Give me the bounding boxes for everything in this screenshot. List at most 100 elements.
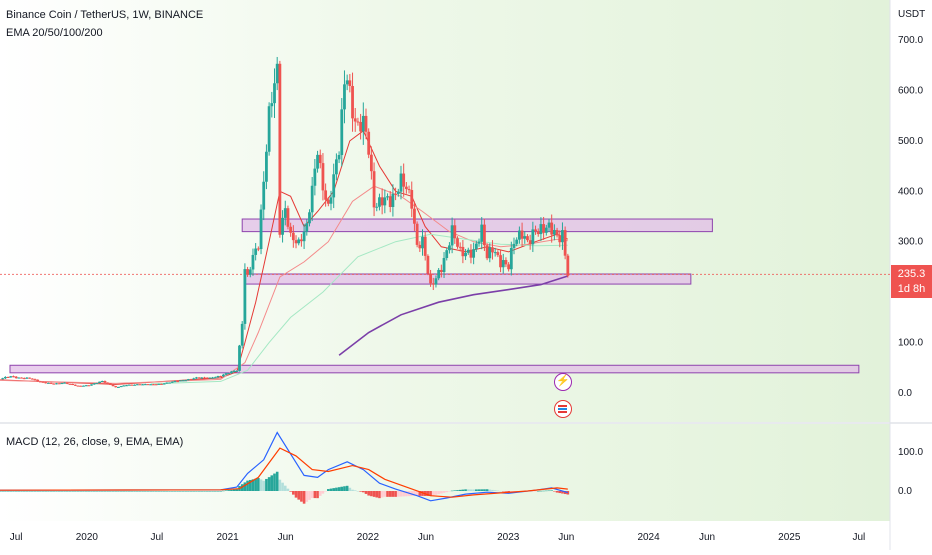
macd-histogram-bar [149, 491, 153, 492]
candle-body [103, 381, 107, 383]
macd-histogram-bar [230, 489, 233, 491]
macd-histogram-bar [359, 491, 362, 492]
candle-body [117, 386, 120, 388]
candle-body [133, 384, 136, 386]
macd-histogram-bar [310, 491, 314, 499]
candle-body [474, 243, 478, 250]
macd-histogram-bar [154, 491, 158, 492]
candle-body [30, 378, 34, 380]
macd-histogram-bar [52, 491, 56, 492]
candle-body [326, 199, 330, 204]
candle-body [181, 380, 185, 382]
macd-histogram-bar [200, 491, 204, 492]
candle-body [254, 248, 258, 255]
macd-histogram-bar [542, 490, 545, 492]
macd-histogram-bar [79, 491, 83, 492]
candle-body [523, 236, 527, 239]
candle-body [68, 383, 72, 385]
macd-histogram-bar [456, 490, 459, 491]
candle-body [544, 227, 548, 233]
axes[interactable]: 0.0 100.0 300.0 400.0 500.0 600.0 700.0 0.0 100.… [10, 35, 924, 543]
candle-body [313, 168, 317, 186]
macd-histogram-bar [566, 491, 570, 495]
candle-body [466, 249, 470, 253]
macd-histogram-bar [380, 491, 384, 498]
macd-histogram-bar [440, 491, 443, 494]
candle-body [28, 377, 32, 379]
candle-body [224, 373, 228, 375]
macd-histogram-bar [501, 491, 505, 492]
candle-body [528, 240, 532, 245]
candle-body [251, 254, 255, 270]
candle-body [71, 384, 75, 386]
macd-histogram-bar [418, 491, 422, 496]
candle-body [141, 384, 145, 386]
lightning-event-icon[interactable]: ⚡ [554, 373, 572, 391]
macd-histogram-bar [63, 491, 66, 492]
macd-histogram-bar [504, 491, 508, 492]
candle-body [483, 224, 486, 246]
macd-indicator-label[interactable]: MACD (12, 26, close, 9, EMA, EMA) [6, 436, 184, 448]
flag-event-icon[interactable] [554, 400, 572, 418]
candle-body [308, 212, 311, 224]
candle-body [464, 252, 467, 257]
candle-body [351, 86, 354, 119]
candle-body [418, 244, 422, 249]
candle-body [429, 273, 432, 284]
candle-body [52, 383, 56, 385]
candle-body [448, 245, 451, 251]
macd-histogram-bar [9, 491, 13, 492]
macd-histogram-bar [30, 491, 34, 492]
candle-body [73, 384, 77, 386]
macd-histogram-bar [181, 491, 185, 492]
candle-body [256, 248, 260, 250]
macd-histogram-bar [92, 491, 96, 492]
candle-body [504, 260, 508, 265]
macd-histogram-bar [76, 491, 80, 492]
candle-body [520, 230, 524, 239]
candle-body [87, 385, 91, 387]
symbol-title[interactable]: Binance Coin / TetherUS, 1W, BINANCE [6, 9, 204, 21]
candle-body [383, 197, 387, 206]
macd-histogram-bar [82, 491, 85, 492]
candle-body [273, 83, 276, 104]
candle-body [410, 190, 414, 209]
macd-histogram-bar [87, 491, 91, 492]
macd-histogram-bar [152, 491, 155, 492]
candle-body [197, 377, 201, 379]
candle-body [143, 384, 147, 386]
macd-histogram-bar [114, 491, 118, 492]
candle-body [415, 223, 419, 245]
macd-histogram-bar [308, 491, 311, 500]
macd-histogram-bar [117, 491, 120, 492]
macd-histogram-bar [450, 490, 454, 492]
candle-body [275, 63, 279, 84]
last-price-tag: 235.3 1d 8h [891, 265, 932, 298]
candle-body [248, 269, 252, 275]
ema-indicator-label[interactable]: EMA 20/50/100/200 [6, 27, 103, 39]
macd-histogram-bar [162, 491, 166, 492]
macd-histogram-bar [22, 491, 26, 492]
macd-histogram-bar [491, 489, 494, 491]
candle-body [22, 378, 26, 380]
candle-body [160, 383, 163, 385]
macd-histogram-bar [348, 487, 352, 491]
candle-body [12, 376, 15, 378]
candle-body [526, 236, 529, 241]
macd-histogram-bar [165, 491, 169, 492]
macd-histogram-bar [211, 491, 214, 492]
candle-body [119, 386, 123, 388]
candle-body [195, 377, 198, 379]
candle-body [439, 269, 443, 273]
macd-histogram-bar [324, 491, 327, 492]
macd-histogram-bar [362, 491, 365, 493]
candle-body [507, 264, 511, 270]
macd-histogram-bar [496, 490, 500, 492]
macd-histogram-bar [426, 491, 430, 497]
candle-body [149, 384, 153, 386]
macd-histogram-bar [318, 491, 322, 496]
macd-histogram-bar [386, 491, 389, 497]
zone-1 [241, 218, 713, 233]
macd-axis-tick: 0.0 [898, 486, 912, 497]
